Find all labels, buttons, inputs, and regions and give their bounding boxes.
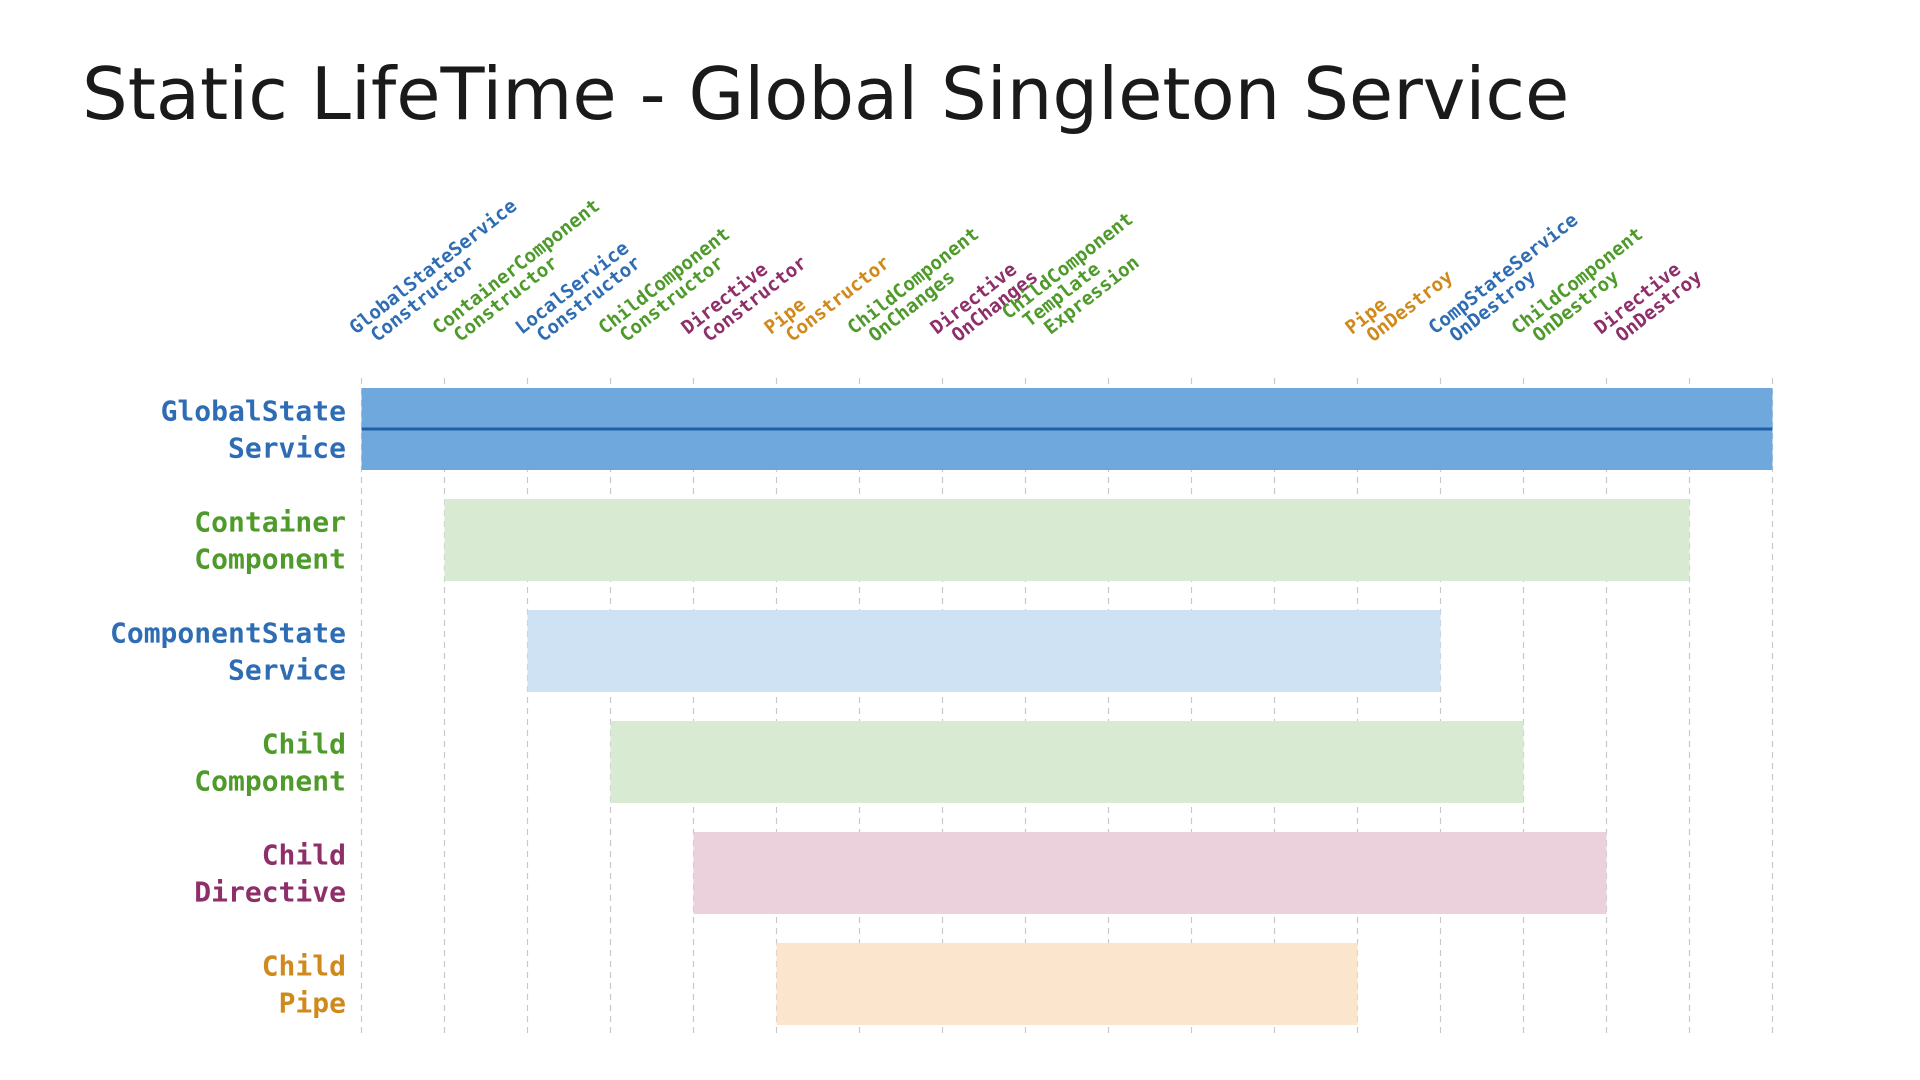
grid-lines xyxy=(360,378,1774,1038)
row-label-line: Component xyxy=(194,542,346,575)
row-label-line: Component xyxy=(194,764,346,797)
row-label: ComponentState Service xyxy=(110,616,346,686)
row-label-line: Service xyxy=(228,653,346,686)
lifetime-row: Child Component xyxy=(194,721,1524,803)
row-label: Container Component xyxy=(194,505,346,575)
event-label: PipeOnDestroy xyxy=(1341,251,1457,354)
row-label-line: Service xyxy=(228,431,346,464)
lifetime-row: Child Directive xyxy=(194,832,1607,914)
row-label: Child Component xyxy=(194,727,346,797)
event-label-text: PipeOnDestroy xyxy=(1341,251,1457,354)
row-label-line: Pipe xyxy=(279,986,346,1019)
lifetime-bar xyxy=(693,832,1607,914)
lifetime-row: Child Pipe xyxy=(262,943,1358,1025)
lifetime-bar xyxy=(444,499,1690,581)
lifetime-bar xyxy=(527,610,1441,692)
row-label-line: Child xyxy=(262,838,346,871)
slide-title: Static LifeTime - Global Singleton Servi… xyxy=(82,52,1570,136)
lifetime-row: GlobalState Service xyxy=(161,388,1773,470)
lifetime-bar xyxy=(776,943,1358,1025)
row-label: Child Directive xyxy=(194,838,346,908)
row-label-line: ComponentState xyxy=(110,616,346,649)
row-label-line: Child xyxy=(262,727,346,760)
row-label: GlobalState Service xyxy=(161,394,346,464)
lifetime-bar xyxy=(610,721,1524,803)
row-label: Child Pipe xyxy=(262,949,346,1019)
lifetime-row: ComponentState Service xyxy=(110,610,1441,692)
row-label-line: Child xyxy=(262,949,346,982)
row-label-line: Container xyxy=(194,505,346,538)
row-label-line: Directive xyxy=(194,875,346,908)
lifetime-row: Container Component xyxy=(194,499,1690,581)
row-label-line: GlobalState xyxy=(161,394,346,427)
